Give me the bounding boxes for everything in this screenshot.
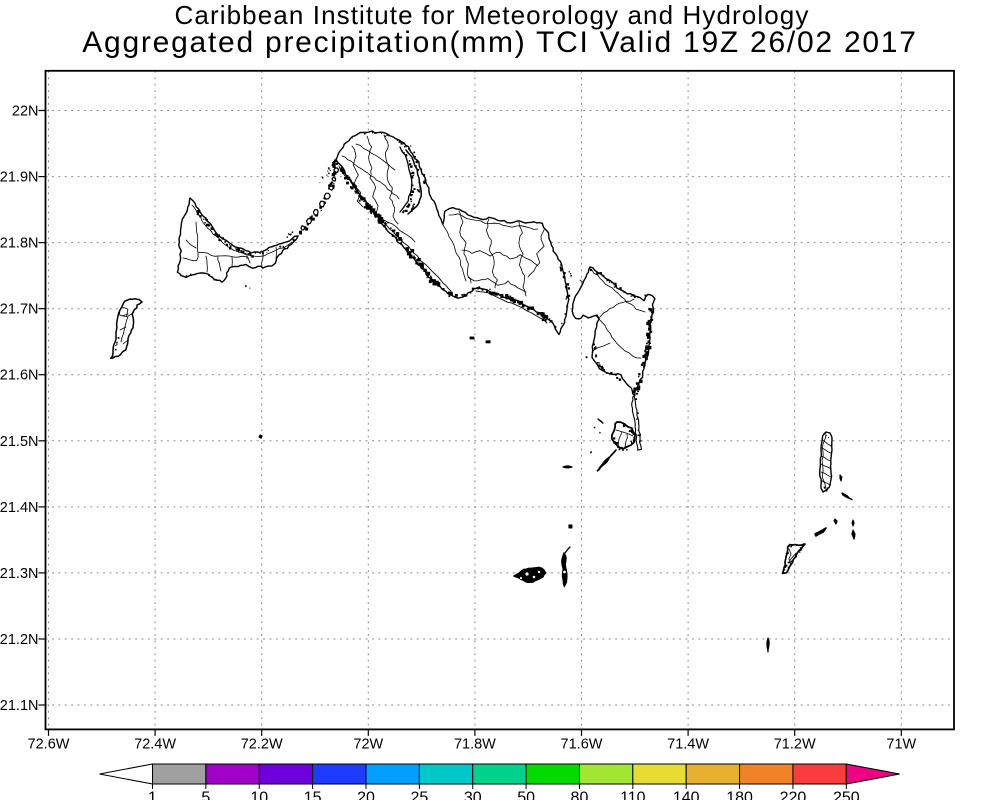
svg-text:22N: 22N	[12, 104, 39, 120]
svg-text:21.7N: 21.7N	[0, 302, 39, 318]
svg-text:30: 30	[464, 790, 482, 801]
svg-text:110: 110	[620, 790, 646, 801]
svg-text:72W: 72W	[353, 737, 383, 753]
svg-text:72.2W: 72.2W	[241, 737, 283, 753]
svg-text:21.4N: 21.4N	[0, 500, 39, 516]
svg-text:50: 50	[517, 790, 535, 801]
svg-text:20: 20	[357, 790, 375, 801]
svg-text:21.1N: 21.1N	[0, 698, 39, 714]
svg-text:25: 25	[410, 790, 428, 801]
svg-text:Caribbean Institute for Meteor: Caribbean Institute for Meteorology and …	[175, 0, 810, 30]
svg-text:21.8N: 21.8N	[0, 236, 39, 252]
svg-text:71.2W: 71.2W	[774, 737, 816, 753]
svg-text:80: 80	[571, 790, 589, 801]
svg-text:5: 5	[201, 790, 210, 801]
svg-text:71.6W: 71.6W	[561, 737, 603, 753]
svg-text:10: 10	[250, 790, 268, 801]
svg-text:21.2N: 21.2N	[0, 632, 39, 648]
svg-text:21.5N: 21.5N	[0, 434, 39, 450]
svg-text:1: 1	[148, 790, 157, 801]
svg-text:21.9N: 21.9N	[0, 170, 39, 186]
svg-text:21.6N: 21.6N	[0, 368, 39, 384]
svg-text:250: 250	[833, 790, 860, 801]
svg-text:180: 180	[726, 790, 753, 801]
svg-text:72.4W: 72.4W	[134, 737, 176, 753]
svg-text:72.6W: 72.6W	[28, 737, 70, 753]
svg-text:Aggregated precipitation(mm) T: Aggregated precipitation(mm) TCI Valid 1…	[82, 26, 917, 59]
svg-text:71W: 71W	[886, 737, 916, 753]
svg-text:220: 220	[780, 790, 807, 801]
svg-text:71.8W: 71.8W	[454, 737, 496, 753]
svg-text:21.3N: 21.3N	[0, 566, 39, 582]
svg-text:71.4W: 71.4W	[667, 737, 709, 753]
svg-text:15: 15	[304, 790, 322, 801]
svg-text:140: 140	[673, 790, 700, 801]
